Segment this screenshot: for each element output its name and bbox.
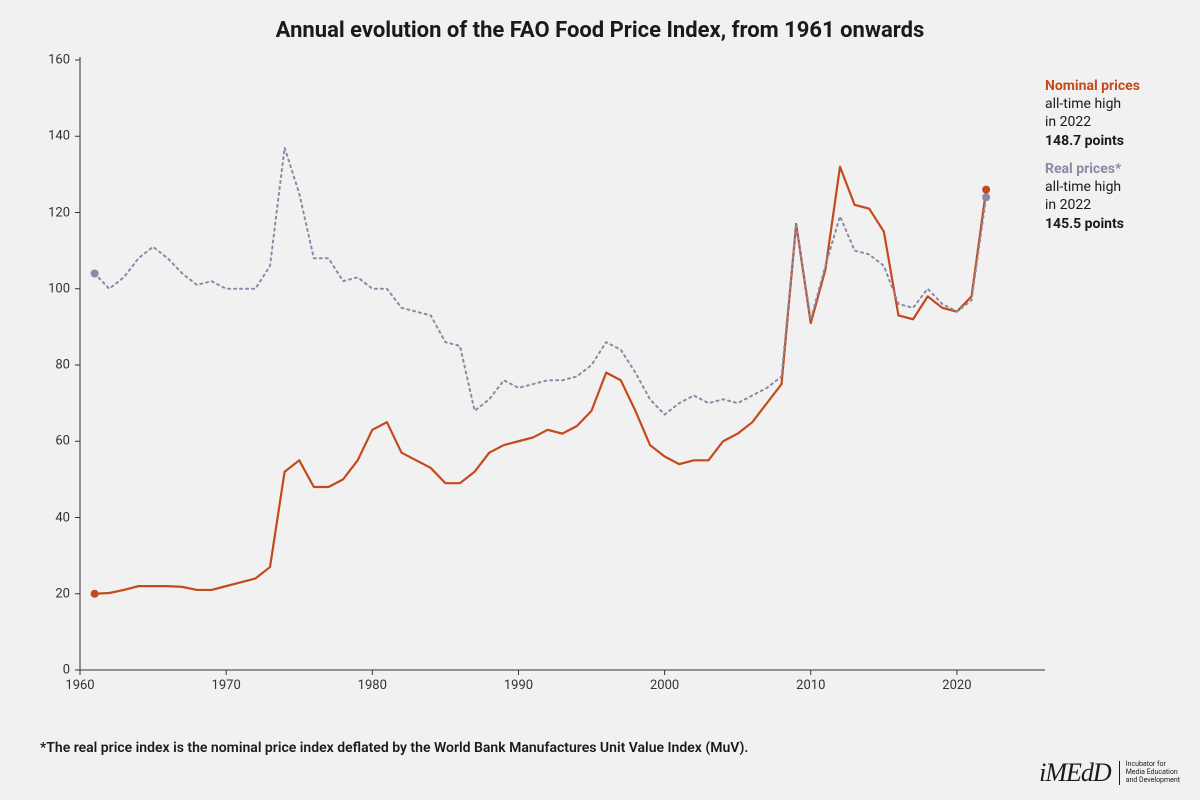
y-tick-label: 40 bbox=[30, 510, 70, 525]
y-tick-label: 80 bbox=[30, 358, 70, 373]
publisher-logo: iMEdD Incubator for Media Education and … bbox=[1039, 758, 1180, 788]
y-tick-label: 140 bbox=[30, 129, 70, 144]
footnote-text: *The real price index is the nominal pri… bbox=[40, 740, 748, 756]
x-tick-label: 1960 bbox=[65, 678, 94, 693]
annotation-real-annot: Real prices*all-time highin 2022145.5 po… bbox=[1045, 160, 1124, 233]
logo-wordmark: iMEdD bbox=[1039, 758, 1111, 788]
series-start-marker-nominal bbox=[91, 590, 99, 598]
y-tick-label: 100 bbox=[30, 281, 70, 296]
x-tick-label: 1970 bbox=[212, 678, 241, 693]
series-end-marker-real bbox=[982, 193, 990, 201]
y-tick-label: 0 bbox=[30, 663, 70, 678]
x-tick-label: 2000 bbox=[650, 678, 679, 693]
series-end-marker-nominal bbox=[982, 186, 990, 194]
y-tick-label: 20 bbox=[30, 586, 70, 601]
series-start-marker-real bbox=[91, 270, 99, 278]
x-tick-label: 2020 bbox=[942, 678, 971, 693]
chart-container: Annual evolution of the FAO Food Price I… bbox=[0, 0, 1200, 800]
y-tick-label: 60 bbox=[30, 434, 70, 449]
plot-area: 0204060801001201401601960197019801990200… bbox=[40, 55, 1160, 715]
y-tick-label: 160 bbox=[30, 53, 70, 68]
series-line-nominal bbox=[95, 167, 987, 594]
x-tick-label: 1980 bbox=[358, 678, 387, 693]
logo-subtitle: Incubator for Media Education and Develo… bbox=[1119, 761, 1180, 784]
x-tick-label: 1990 bbox=[504, 678, 533, 693]
annotation-nominal-annot: Nominal pricesall-time highin 2022148.7 … bbox=[1045, 77, 1140, 150]
series-line-real bbox=[95, 148, 987, 415]
y-tick-label: 120 bbox=[30, 205, 70, 220]
x-tick-label: 2010 bbox=[796, 678, 825, 693]
chart-svg bbox=[40, 55, 1160, 715]
chart-title: Annual evolution of the FAO Food Price I… bbox=[0, 18, 1200, 43]
